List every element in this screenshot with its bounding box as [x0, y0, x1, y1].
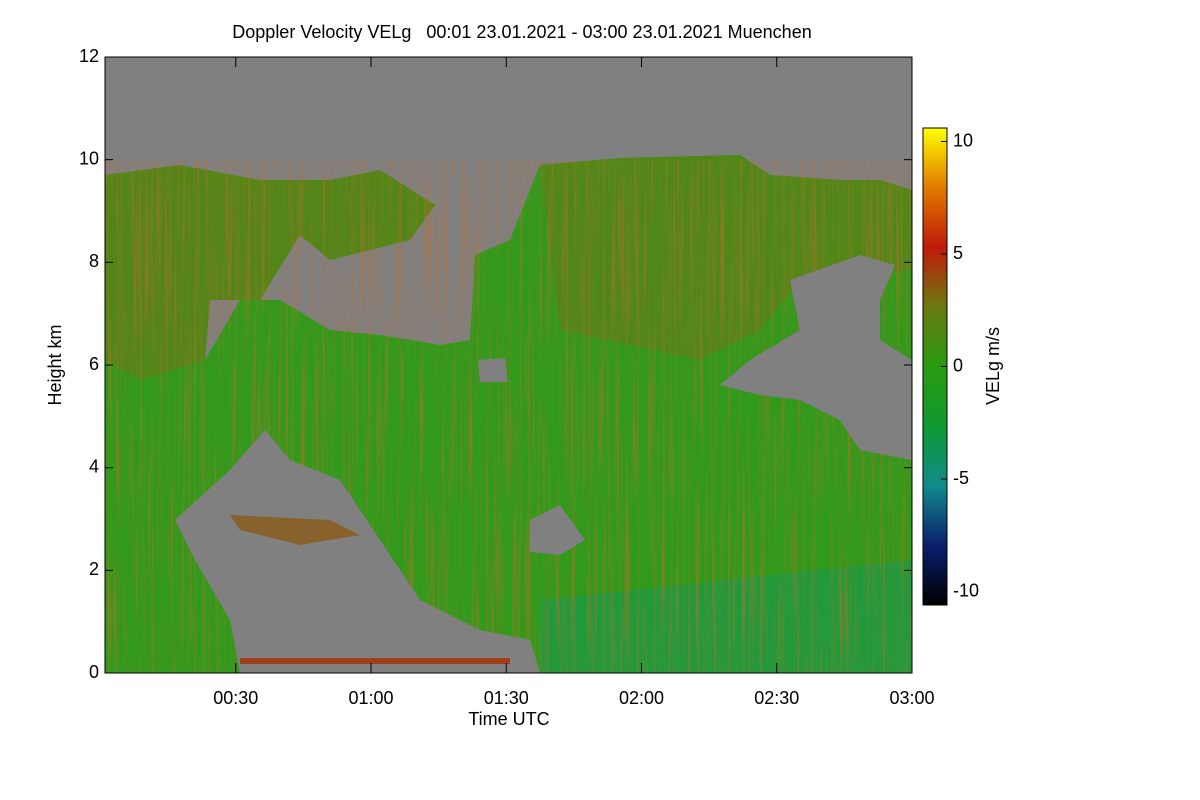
y-tick-label: 2 [89, 559, 99, 579]
y-tick-label: 8 [89, 251, 99, 271]
no-data-regions [175, 255, 912, 673]
y-tick-label: 6 [89, 354, 99, 374]
y-axis-label: Height km [45, 324, 65, 405]
x-tick-label: 01:30 [484, 688, 529, 708]
x-axis-label: Time UTC [468, 709, 549, 729]
x-tick-label: 02:30 [754, 688, 799, 708]
x-tick-label: 00:30 [213, 688, 258, 708]
y-tick-label: 0 [89, 662, 99, 682]
x-tick-label: 01:00 [348, 688, 393, 708]
cloud-shade [240, 658, 510, 664]
cloud-shade [230, 515, 360, 545]
colorbar-tick-label: -5 [953, 468, 969, 488]
chart-title: Doppler Velocity VELg 00:01 23.01.2021 -… [232, 22, 811, 42]
y-tick-label: 12 [79, 46, 99, 66]
colorbar-label: VELg m/s [983, 327, 1003, 405]
y-tick-label: 10 [79, 148, 99, 168]
colorbar-tick-label: -10 [953, 580, 979, 600]
y-tick-label: 4 [89, 456, 99, 476]
colorbar-tick-label: 10 [953, 130, 973, 150]
colorbar-tick-label: 5 [953, 243, 963, 263]
x-tick-label: 02:00 [619, 688, 664, 708]
colorbar-tick-label: 0 [953, 355, 963, 375]
x-tick-label: 03:00 [889, 688, 934, 708]
heatmap [105, 57, 912, 673]
